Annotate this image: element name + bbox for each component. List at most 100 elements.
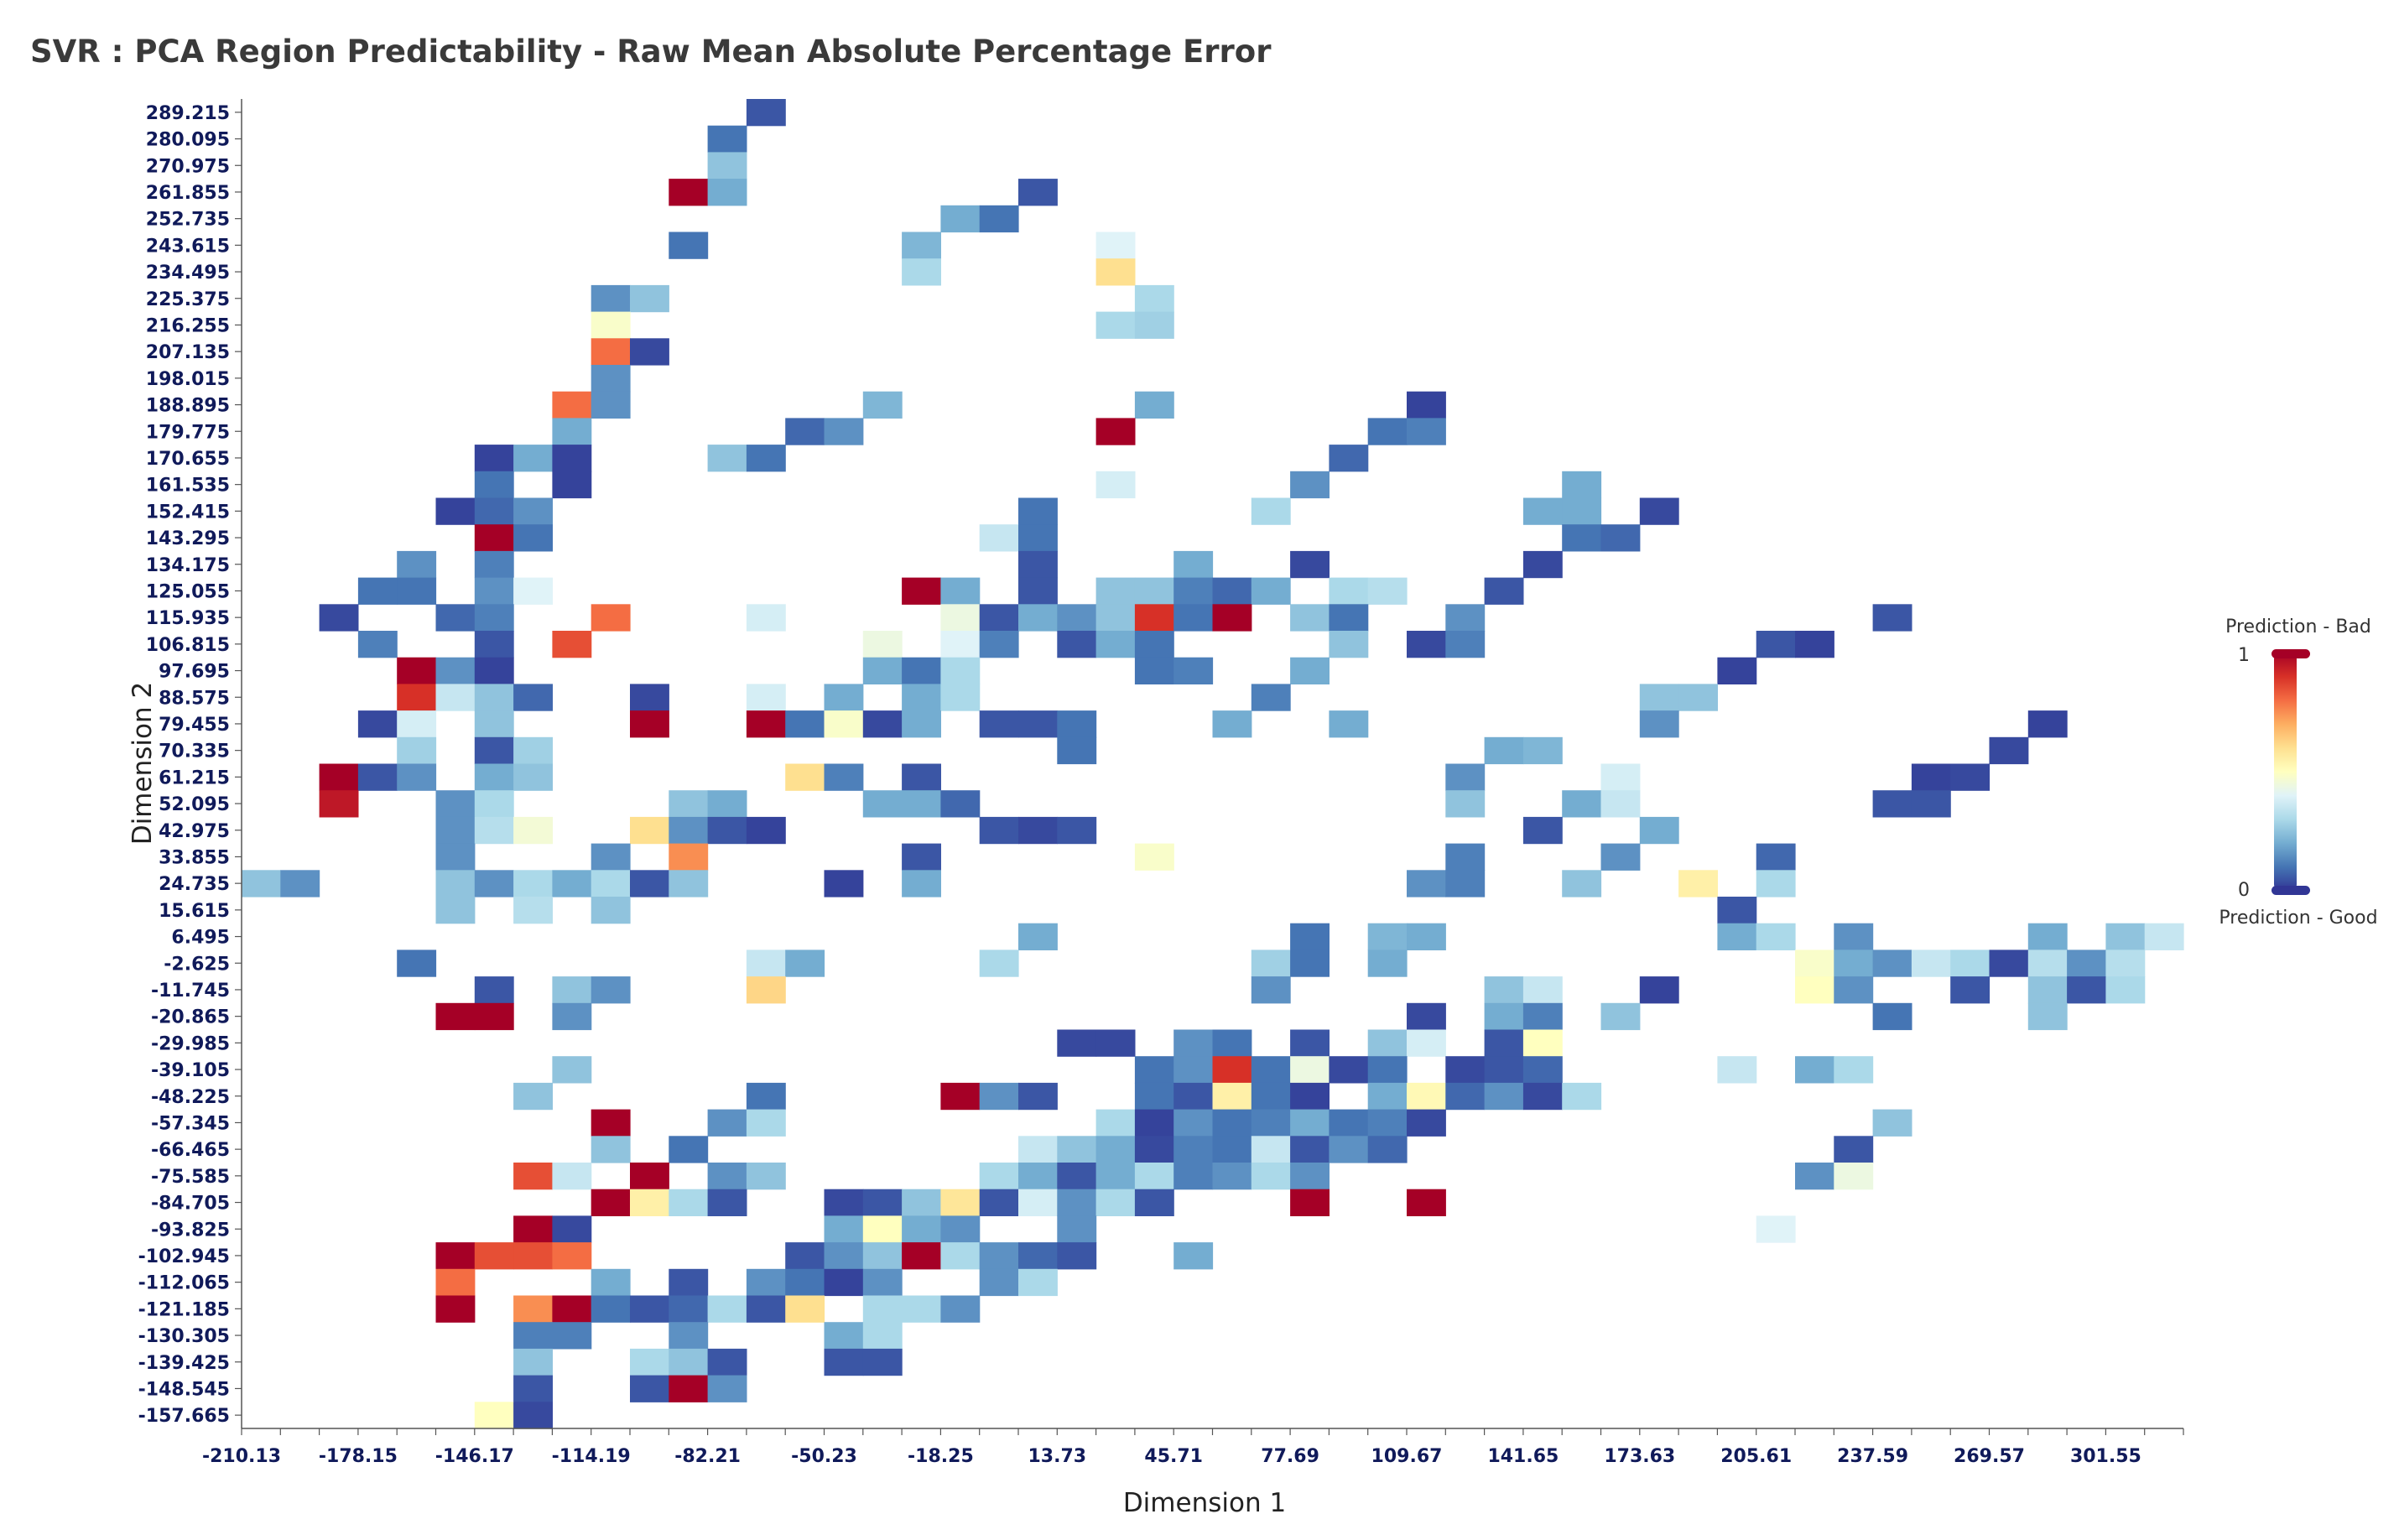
x-tick-label: 109.67 — [1371, 1446, 1443, 1467]
y-tick-label: 106.815 — [146, 635, 230, 656]
heatmap-cell — [474, 710, 514, 738]
heatmap-cell — [707, 445, 747, 472]
heatmap-cell — [940, 577, 981, 605]
heatmap-cell — [979, 205, 1019, 233]
heatmap-cell — [474, 577, 514, 605]
y-tick-label: -130.305 — [138, 1326, 230, 1347]
heatmap-cell — [552, 631, 592, 658]
x-tick-label: -82.21 — [674, 1446, 741, 1467]
heatmap-cell — [552, 1322, 592, 1350]
heatmap-cell — [1134, 1136, 1174, 1163]
heatmap-cell — [902, 258, 941, 286]
x-tick-label: 269.57 — [1954, 1446, 2025, 1467]
heatmap-cell — [435, 1268, 476, 1297]
heatmap-cell — [1407, 923, 1446, 950]
heatmap-cell — [1989, 736, 2029, 765]
heatmap-cell — [435, 790, 476, 818]
heatmap-cell — [824, 684, 864, 711]
heatmap-cell — [707, 125, 747, 153]
heatmap-cell — [397, 550, 437, 579]
heatmap-cell — [513, 524, 553, 552]
heatmap-cell — [1678, 684, 1718, 711]
y-tick-label: 24.735 — [159, 874, 230, 895]
heatmap-cell — [2027, 949, 2068, 977]
heatmap-cell — [707, 1375, 747, 1402]
legend-bottom-label: Prediction - Good — [2219, 908, 2377, 929]
heatmap-cell — [591, 311, 631, 339]
heatmap-cell — [1018, 550, 1058, 579]
heatmap-cell — [1834, 1163, 1874, 1190]
heatmap-cell — [1407, 1109, 1446, 1137]
heatmap-cell — [1251, 949, 1291, 977]
heatmap-cell — [552, 1215, 592, 1243]
heatmap-cell — [591, 976, 631, 1004]
heatmap-cell — [746, 976, 786, 1004]
x-tick-label: 205.61 — [1720, 1446, 1792, 1467]
y-tick-label: -2.625 — [164, 954, 230, 975]
y-tick-label: 188.895 — [146, 396, 230, 417]
heatmap-cell — [669, 1136, 709, 1163]
x-tick-label: 141.65 — [1487, 1446, 1559, 1467]
y-tick-label: 97.695 — [159, 662, 230, 683]
heatmap-cell — [1134, 843, 1174, 871]
heatmap-cell — [1251, 684, 1291, 711]
heatmap-cell — [1329, 445, 1369, 472]
heatmap-cell — [1407, 391, 1446, 419]
heatmap-cell — [2105, 976, 2146, 1004]
heatmap-cell — [707, 179, 747, 206]
heatmap-cell — [1290, 1163, 1330, 1190]
heatmap-cell — [513, 1402, 553, 1429]
heatmap-cell — [940, 604, 981, 632]
heatmap-cell — [785, 1295, 825, 1323]
heatmap-cell — [824, 1242, 864, 1270]
heatmap-cell — [1522, 550, 1563, 579]
heatmap-cell — [513, 445, 553, 472]
heatmap-cell — [1600, 1002, 1641, 1031]
heatmap-cell — [1134, 631, 1174, 658]
heatmap-cell — [746, 445, 786, 472]
legend-max-handle[interactable] — [2272, 649, 2310, 658]
heatmap-cell — [1018, 923, 1058, 950]
heatmap-cell — [1445, 790, 1486, 818]
heatmap-cell — [1367, 1056, 1408, 1084]
heatmap-cell — [591, 1268, 631, 1297]
heatmap-cell — [979, 1189, 1019, 1216]
heatmap-cell — [669, 816, 709, 845]
heatmap-cell — [707, 1295, 747, 1323]
heatmap-cell — [1600, 524, 1641, 552]
legend-min-handle[interactable] — [2272, 886, 2310, 895]
heatmap-cell — [474, 657, 514, 684]
heatmap-cell — [824, 1348, 864, 1376]
heatmap-cell — [1212, 1056, 1252, 1084]
heatmap-cell — [474, 790, 514, 818]
heatmap-cell — [1018, 816, 1058, 845]
heatmap-cell — [785, 949, 825, 977]
heatmap-cell — [1911, 790, 1951, 818]
heatmap-cell — [397, 657, 437, 684]
x-tick-label: 301.55 — [2070, 1446, 2141, 1467]
heatmap-cell — [862, 657, 903, 684]
heatmap-cell — [1134, 657, 1174, 684]
heatmap-cell — [707, 1189, 747, 1216]
y-tick-label: 61.215 — [159, 767, 230, 788]
heatmap-cell — [319, 790, 359, 818]
heatmap-cell — [862, 1295, 903, 1323]
heatmap-cell — [979, 710, 1019, 738]
heatmap-cell — [630, 1189, 669, 1216]
heatmap-cell — [902, 790, 941, 818]
heatmap-cell — [1018, 604, 1058, 632]
heatmap-cell — [552, 1242, 592, 1270]
heatmap-cell — [669, 1295, 709, 1323]
heatmap-cell — [1173, 1163, 1214, 1190]
heatmap-cell — [591, 870, 631, 897]
heatmap-cell — [435, 684, 476, 711]
heatmap-cell — [1756, 843, 1796, 871]
heatmap-cell — [824, 418, 864, 445]
heatmap-cell — [1134, 1163, 1174, 1190]
heatmap-cell — [552, 1163, 592, 1190]
heatmap-cell — [1290, 1082, 1330, 1111]
heatmap-cell — [591, 1109, 631, 1137]
heatmap-cell — [902, 1189, 941, 1216]
heatmap-cell — [1251, 1056, 1291, 1084]
heatmap-cell — [746, 1295, 786, 1323]
